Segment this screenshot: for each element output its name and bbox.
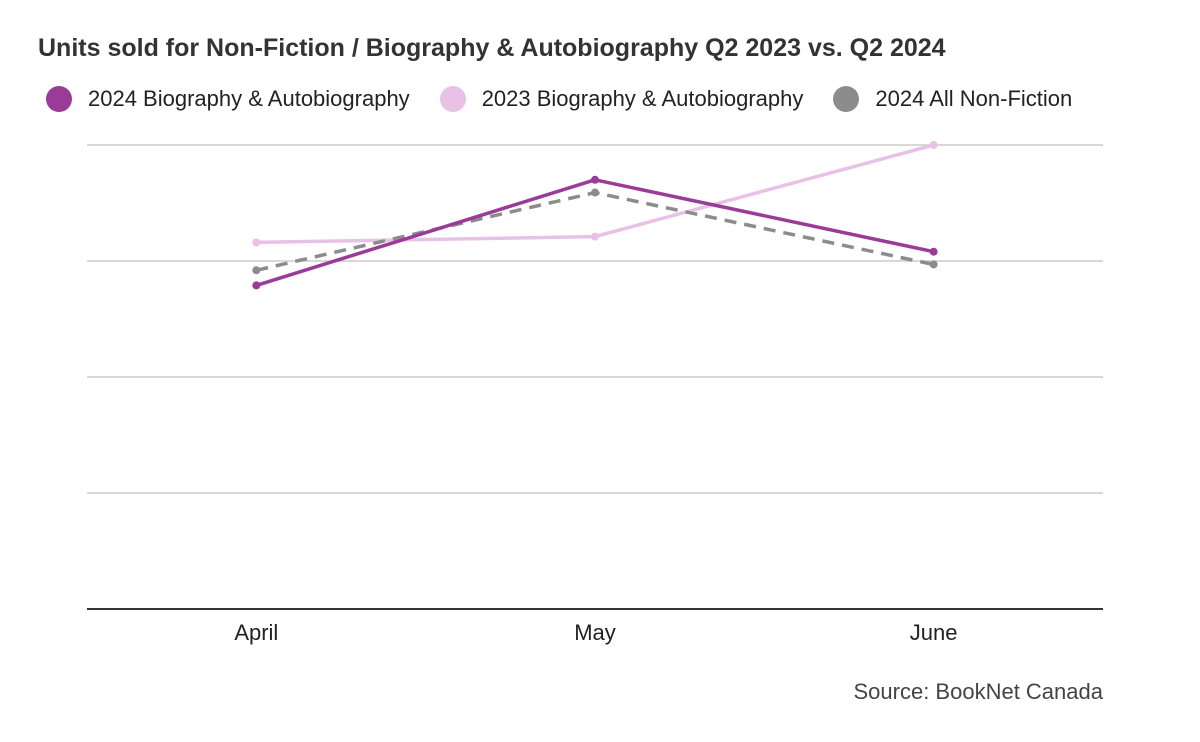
series-2023-biography-autobiography xyxy=(252,141,938,247)
legend-item-2024-biography[interactable]: 2024 Biography & Autobiography xyxy=(46,86,410,112)
chart-legend: 2024 Biography & Autobiography 2023 Biog… xyxy=(46,86,1072,112)
data-point[interactable] xyxy=(929,247,938,256)
data-point[interactable] xyxy=(591,175,599,184)
legend-label: 2023 Biography & Autobiography xyxy=(481,86,804,111)
series-lines xyxy=(252,141,938,290)
data-point[interactable] xyxy=(591,188,599,197)
series-2024-all-non-fiction xyxy=(252,188,938,275)
legend-swatch-2024-all-non-fiction xyxy=(833,86,860,112)
gridlines xyxy=(87,144,1103,494)
legend-swatch-2024-biography xyxy=(46,86,72,112)
legend-item-2024-all-non-fiction[interactable]: 2024 All Non-Fiction xyxy=(833,86,1072,112)
legend-item-2023-biography[interactable]: 2023 Biography & Autobiography xyxy=(439,86,804,112)
legend-label: 2024 All Non-Fiction xyxy=(875,86,1073,111)
source-note: Source: BookNet Canada xyxy=(853,679,1104,704)
data-point[interactable] xyxy=(929,141,938,149)
x-tick-label: June xyxy=(910,620,958,645)
chart-title: Units sold for Non-Fiction / Biography &… xyxy=(38,34,946,62)
data-point[interactable] xyxy=(252,281,261,290)
data-point[interactable] xyxy=(929,260,938,269)
legend-label: 2024 Biography & Autobiography xyxy=(88,86,410,111)
data-point[interactable] xyxy=(252,238,261,247)
x-tick-label: May xyxy=(574,620,616,645)
series-2024-biography-autobiography xyxy=(252,175,938,290)
x-axis: April May June xyxy=(87,608,1103,645)
legend-swatch-2023-biography xyxy=(439,86,466,112)
x-tick-label: April xyxy=(234,620,278,645)
data-point[interactable] xyxy=(591,232,599,241)
data-point[interactable] xyxy=(252,266,261,275)
